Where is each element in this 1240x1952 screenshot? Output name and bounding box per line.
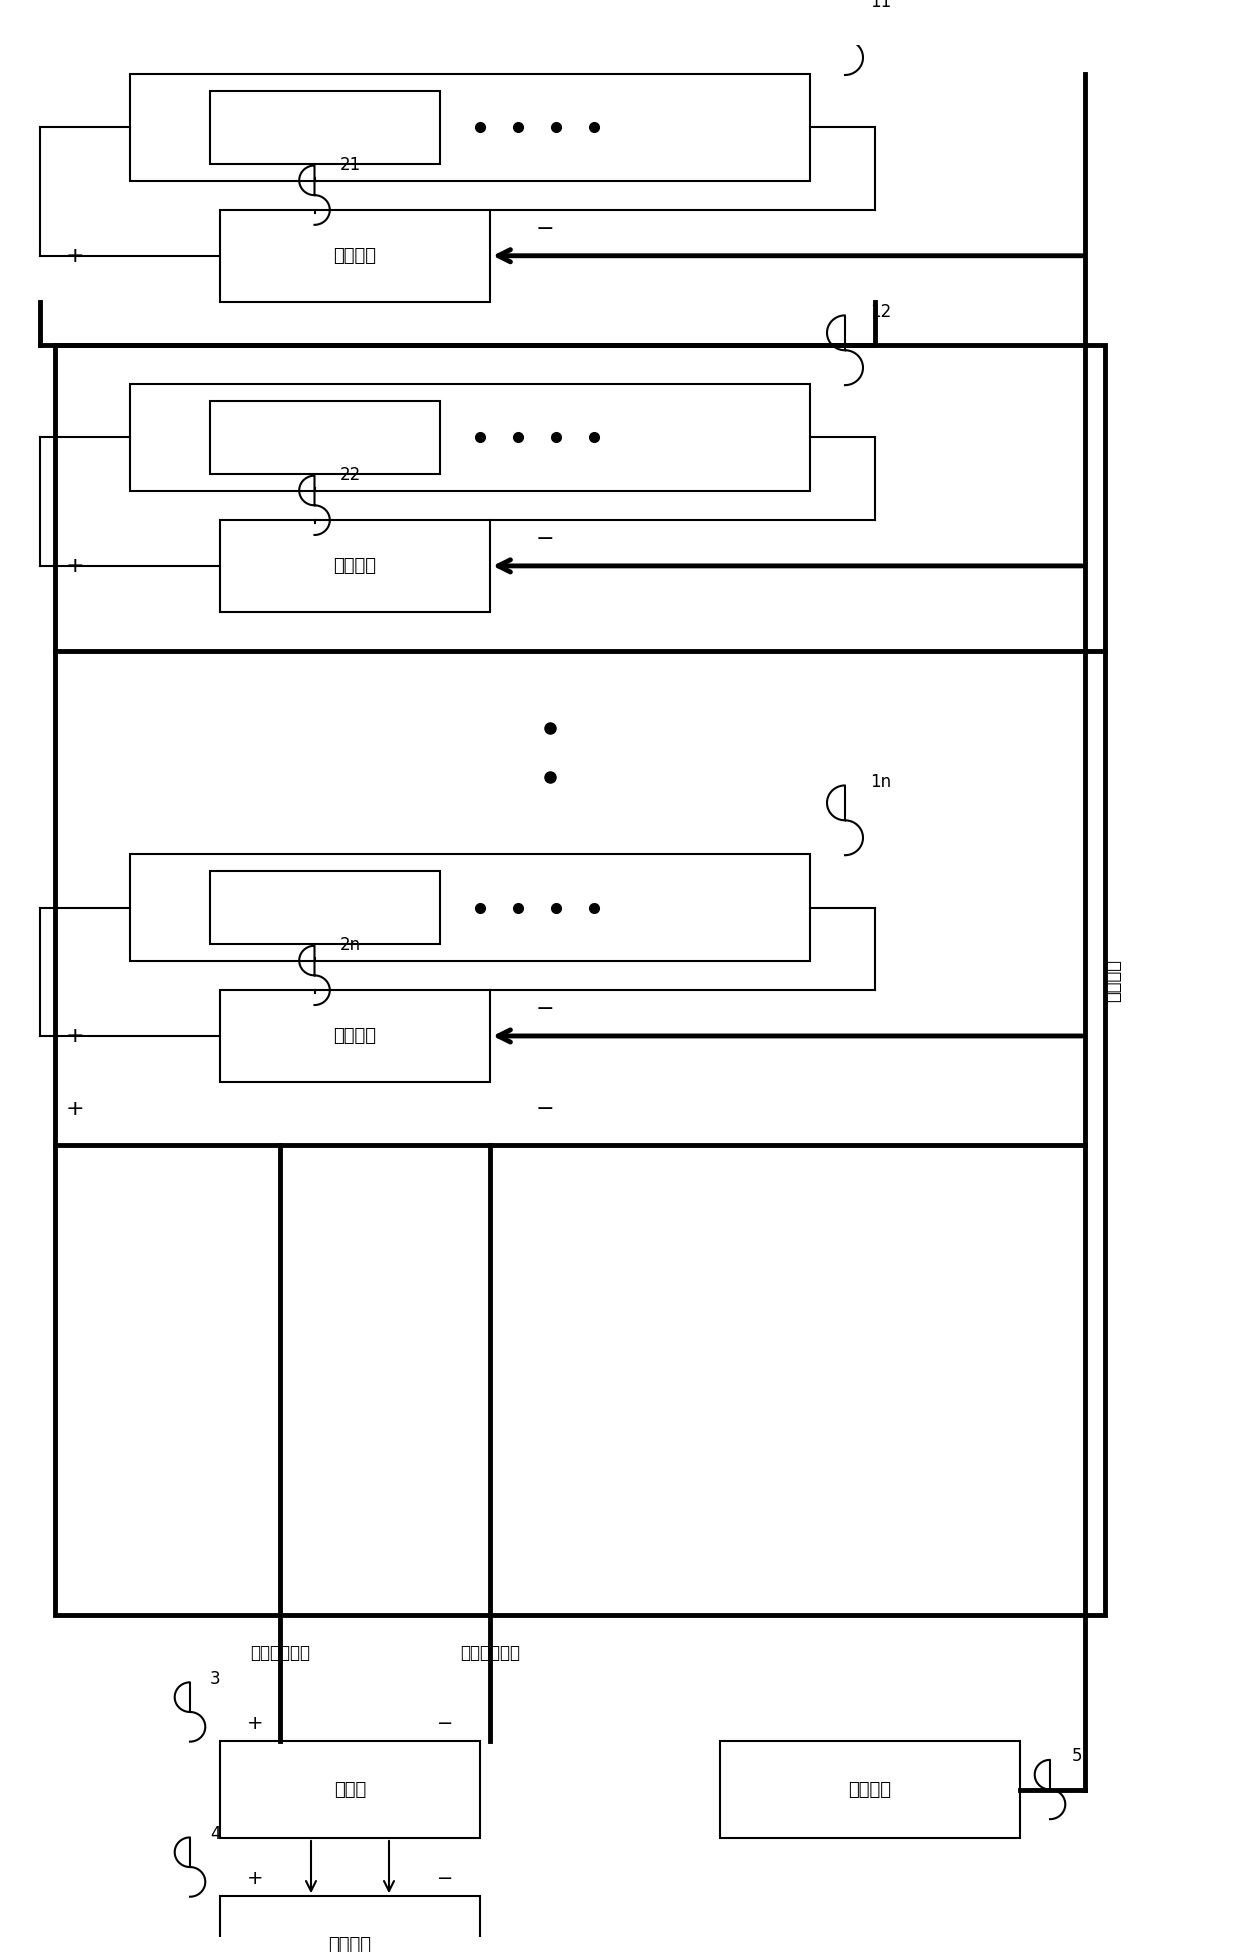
Text: +: + [66, 1099, 84, 1118]
Text: +: + [247, 1870, 263, 1888]
Text: −: − [436, 1714, 453, 1733]
Bar [55, 346, 1105, 1614]
Text: +: + [66, 1027, 84, 1046]
Text: 逆变器: 逆变器 [334, 1780, 366, 1798]
Bar [130, 74, 810, 182]
Bar [219, 1895, 480, 1952]
Bar [210, 871, 440, 945]
Text: −: − [436, 1870, 453, 1888]
Text: 前端电路: 前端电路 [334, 556, 377, 576]
Text: 11: 11 [870, 0, 892, 12]
Text: −: − [536, 1099, 554, 1118]
Bar [219, 519, 490, 611]
Text: 2n: 2n [340, 937, 361, 955]
Text: 3: 3 [210, 1669, 221, 1688]
Text: 电源总线正极: 电源总线正极 [250, 1644, 310, 1663]
Bar [130, 385, 810, 490]
Bar [720, 1741, 1021, 1839]
Text: 前端电路: 前端电路 [334, 246, 377, 265]
Text: 1n: 1n [870, 773, 892, 791]
Bar [210, 92, 440, 164]
Text: −: − [536, 529, 554, 549]
Text: +: + [66, 556, 84, 576]
Text: 电力网络: 电力网络 [329, 1936, 372, 1952]
Text: 电源总线负极: 电源总线负极 [460, 1644, 520, 1663]
Bar [130, 855, 810, 960]
Bar [210, 400, 440, 474]
Text: 4: 4 [210, 1825, 221, 1843]
Text: 前端电路: 前端电路 [334, 1027, 377, 1044]
Bar [219, 209, 490, 303]
Text: 21: 21 [340, 156, 361, 174]
Text: 12: 12 [870, 303, 892, 322]
Bar [219, 1741, 480, 1839]
Text: +: + [247, 1714, 263, 1733]
Text: −: − [536, 999, 554, 1019]
Text: 远程终端: 远程终端 [848, 1780, 892, 1798]
Text: 通讯总线: 通讯总线 [1104, 958, 1122, 1001]
Text: −: − [536, 219, 554, 238]
Bar [219, 990, 490, 1081]
Text: 5: 5 [1073, 1747, 1083, 1765]
Text: +: + [66, 246, 84, 265]
Text: 22: 22 [340, 467, 361, 484]
